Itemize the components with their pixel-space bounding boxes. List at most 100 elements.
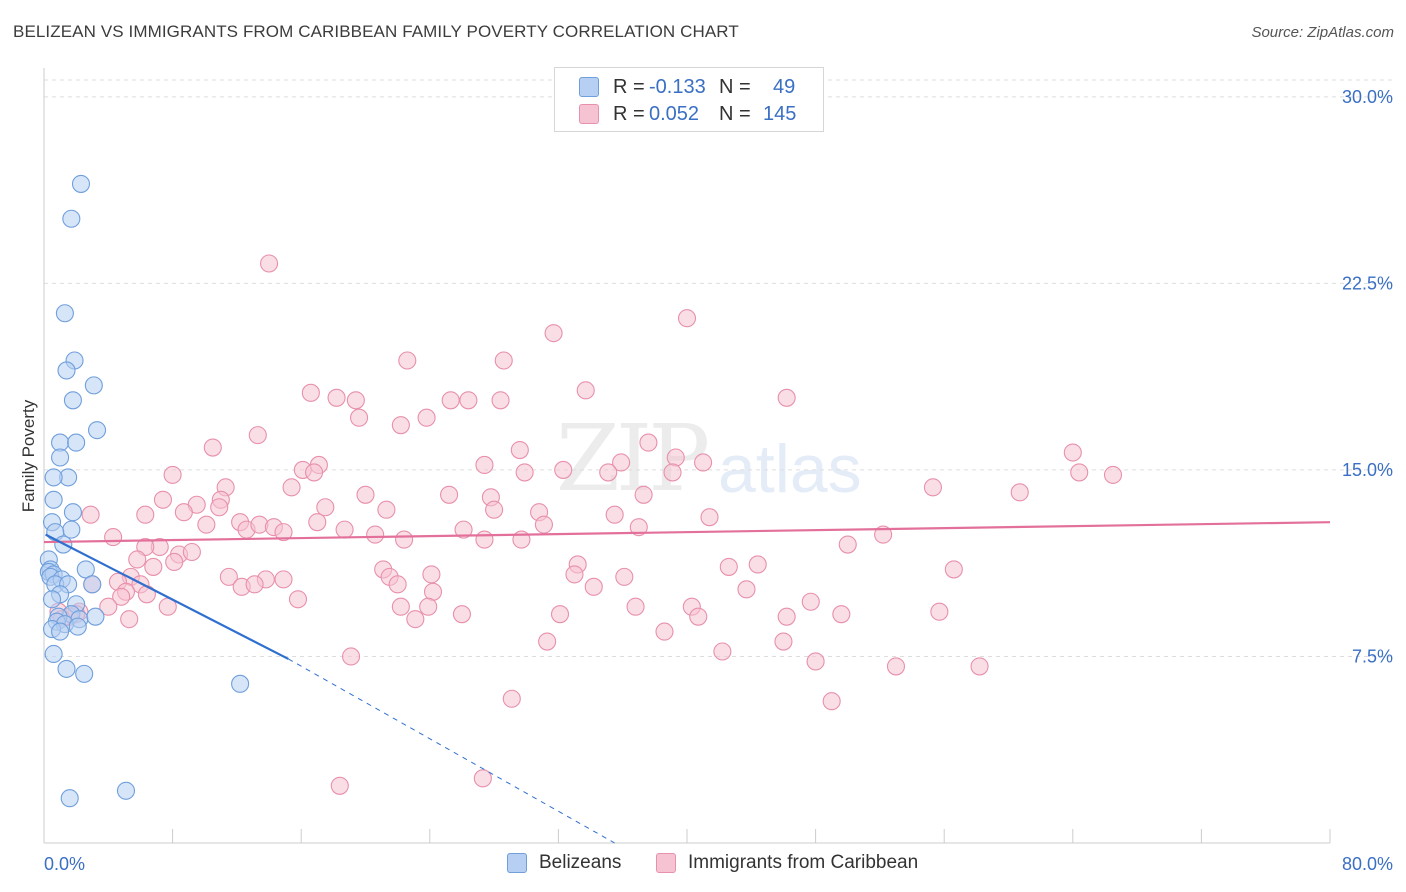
- belizean-point: [63, 391, 82, 410]
- series-belizeans-points: [39, 174, 250, 808]
- caribbean-point: [700, 508, 719, 527]
- caribbean-point: [391, 597, 410, 616]
- caribbean-point: [491, 391, 510, 410]
- caribbean-point: [930, 602, 949, 621]
- caribbean-point: [406, 610, 425, 629]
- legend-n-label: N =: [719, 75, 751, 98]
- caribbean-point: [203, 438, 222, 457]
- caribbean-point: [737, 580, 756, 599]
- legend-box: R = -0.133 N = 49 R = 0.052 N = 145: [554, 67, 824, 132]
- caribbean-point: [163, 465, 182, 484]
- caribbean-point: [182, 542, 201, 562]
- caribbean-point: [666, 448, 685, 467]
- caribbean-point: [806, 652, 825, 671]
- watermark-atlas: atlas: [718, 431, 862, 507]
- caribbean-point: [655, 622, 674, 641]
- caribbean-point: [544, 324, 563, 343]
- belizean-point: [42, 590, 62, 609]
- caribbean-point: [288, 590, 308, 609]
- caribbean-point: [970, 657, 989, 676]
- bottom-legend-belizeans[interactable]: Belizeans: [507, 852, 621, 874]
- caribbean-point: [473, 769, 492, 788]
- bottom-legend-swatch-blue: [507, 853, 527, 873]
- caribbean-point: [689, 607, 708, 626]
- caribbean-point: [1063, 443, 1082, 462]
- tick-labels: 7.5% 15.0% 22.5% 30.0% 0.0% 80.0%: [44, 87, 1393, 874]
- belizean-point: [51, 448, 70, 467]
- belizean-point: [44, 468, 63, 487]
- caribbean-point: [395, 530, 414, 549]
- y-tick-label: 15.0%: [1342, 460, 1393, 480]
- legend-row-belizeans: R = -0.133 N = 49: [579, 74, 795, 100]
- caribbean-point: [165, 552, 184, 572]
- caribbean-point: [1070, 463, 1089, 482]
- caribbean-point: [274, 523, 293, 542]
- caribbean-point: [174, 503, 193, 522]
- series-caribbean-points: [49, 254, 1123, 795]
- bottom-legend-caribbean[interactable]: Immigrants from Caribbean: [656, 852, 918, 874]
- caribbean-point: [599, 463, 618, 482]
- caribbean-point: [136, 505, 155, 524]
- caribbean-point: [777, 607, 796, 626]
- y-tick-label: 7.5%: [1352, 646, 1393, 666]
- caribbean-point: [554, 460, 573, 479]
- caribbean-point: [485, 500, 504, 519]
- belizean-point: [57, 361, 76, 380]
- belizean-point: [51, 622, 70, 641]
- caribbean-point: [144, 557, 163, 576]
- belizean-point: [44, 644, 63, 664]
- caribbean-point: [515, 463, 534, 482]
- bottom-legend-label: Belizeans: [539, 852, 622, 873]
- caribbean-point: [422, 565, 441, 584]
- caribbean-point: [210, 498, 229, 517]
- caribbean-point: [248, 426, 267, 445]
- caribbean-point: [219, 567, 238, 586]
- caribbean-point: [112, 587, 131, 606]
- caribbean-point: [341, 647, 361, 666]
- legend-r-value: 0.052: [649, 102, 700, 125]
- caribbean-point: [774, 632, 793, 651]
- legend-r-value: -0.133: [649, 75, 706, 98]
- belizean-point: [62, 520, 81, 539]
- caribbean-point: [663, 463, 682, 482]
- caribbean-point: [584, 577, 603, 596]
- caribbean-point: [104, 528, 123, 547]
- belizean-point: [71, 174, 91, 193]
- caribbean-point: [838, 535, 857, 554]
- caribbean-point: [81, 505, 100, 524]
- caribbean-point: [502, 689, 521, 708]
- gridlines: [44, 79, 1392, 657]
- caribbean-point: [538, 632, 557, 651]
- bottom-legend: Belizeans Immigrants from Caribbean: [0, 852, 1406, 876]
- chart-title: BELIZEAN VS IMMIGRANTS FROM CARIBBEAN FA…: [13, 22, 739, 41]
- x-tick-label: 80.0%: [1342, 854, 1393, 874]
- caribbean-point: [475, 455, 494, 475]
- caribbean-point: [316, 498, 335, 517]
- caribbean-point: [366, 525, 385, 544]
- caribbean-point: [335, 520, 354, 539]
- caribbean-point: [391, 416, 410, 435]
- trend-lines: [43, 521, 1331, 844]
- x-tick-label: 0.0%: [44, 854, 85, 874]
- caribbean-point: [441, 391, 460, 410]
- caribbean-point: [454, 520, 473, 539]
- belizean-point: [75, 664, 94, 683]
- caribbean-point: [629, 518, 648, 537]
- caribbean-point: [677, 309, 697, 328]
- caribbean-point: [459, 391, 478, 410]
- belizean-point: [60, 789, 79, 808]
- caribbean-point: [626, 597, 645, 616]
- caribbean-point: [694, 453, 713, 472]
- caribbean-point: [634, 485, 653, 504]
- caribbean-point: [777, 388, 796, 407]
- caribbean-point: [417, 408, 436, 427]
- caribbean-point: [719, 557, 738, 576]
- caribbean-point: [440, 485, 459, 504]
- caribbean-point: [305, 463, 324, 482]
- belizean-point: [86, 607, 105, 626]
- caribbean-point: [120, 610, 139, 629]
- legend-n-value: 145: [763, 102, 797, 125]
- caribbean-point: [197, 515, 216, 534]
- caribbean-point: [377, 500, 396, 519]
